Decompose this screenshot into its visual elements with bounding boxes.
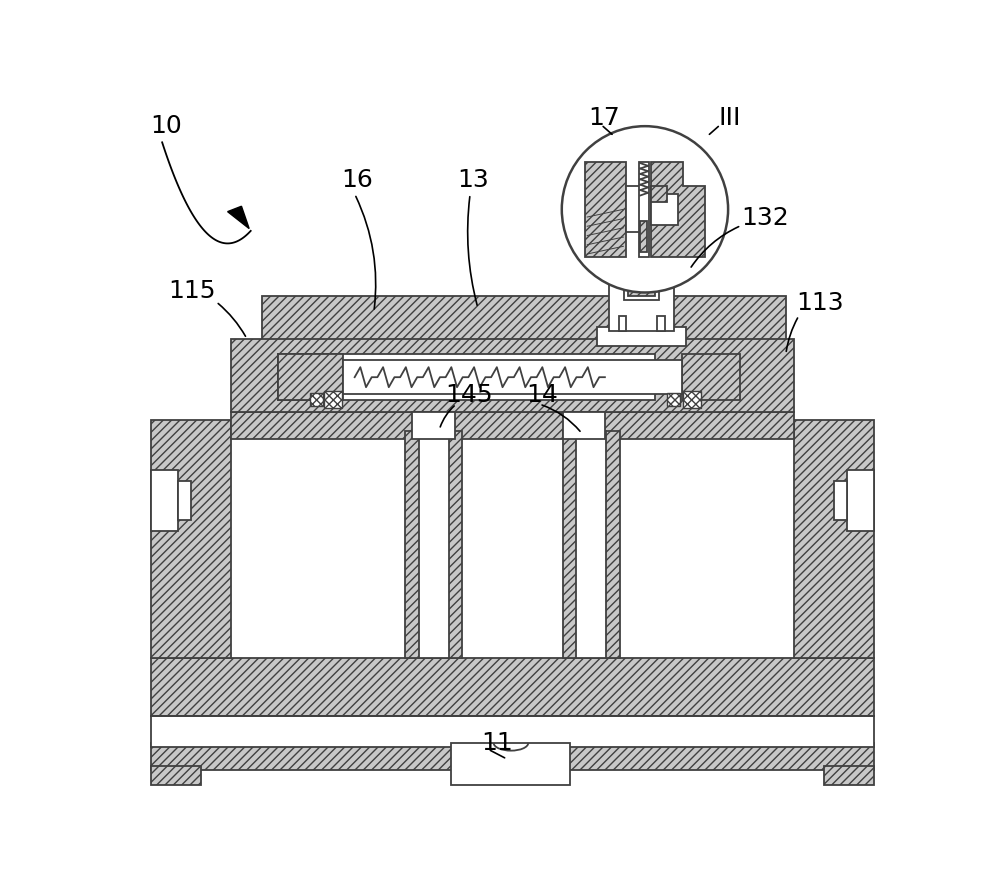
Bar xyxy=(597,327,686,347)
Bar xyxy=(151,766,201,785)
Polygon shape xyxy=(228,206,249,229)
Bar xyxy=(683,391,701,408)
Bar xyxy=(619,315,626,331)
Bar xyxy=(624,274,659,300)
Text: 14: 14 xyxy=(526,383,558,407)
Bar xyxy=(682,354,740,400)
Text: 145: 145 xyxy=(446,383,493,407)
Text: 113: 113 xyxy=(796,291,843,315)
Bar xyxy=(563,412,605,438)
Bar xyxy=(178,481,191,519)
Text: 16: 16 xyxy=(342,168,373,192)
Bar xyxy=(657,315,665,331)
Bar xyxy=(262,297,786,347)
Bar xyxy=(640,221,647,251)
Text: 13: 13 xyxy=(457,168,489,192)
Bar xyxy=(651,186,666,201)
Bar xyxy=(278,354,343,400)
Text: 115: 115 xyxy=(168,279,216,303)
Bar xyxy=(151,743,874,770)
Bar xyxy=(576,431,606,658)
Bar xyxy=(628,277,655,297)
Bar xyxy=(231,339,794,412)
Bar xyxy=(639,161,649,257)
Bar xyxy=(563,431,620,658)
Text: 10: 10 xyxy=(151,114,182,138)
Bar xyxy=(451,743,570,785)
Polygon shape xyxy=(585,161,626,257)
Polygon shape xyxy=(651,161,705,257)
Bar xyxy=(405,431,462,658)
Bar xyxy=(151,470,178,531)
Bar xyxy=(324,391,342,408)
Text: III: III xyxy=(719,106,741,129)
Circle shape xyxy=(562,127,728,292)
Bar xyxy=(310,393,323,405)
Bar xyxy=(626,186,640,233)
Bar xyxy=(794,420,874,658)
Bar xyxy=(666,393,680,405)
Bar xyxy=(609,274,674,331)
Bar xyxy=(419,431,449,658)
Bar xyxy=(834,481,847,519)
Text: 11: 11 xyxy=(482,731,513,755)
Bar xyxy=(151,658,874,716)
Bar xyxy=(151,716,874,747)
Text: 132: 132 xyxy=(741,207,789,231)
Bar xyxy=(151,420,231,658)
Bar xyxy=(343,360,682,394)
Bar xyxy=(278,354,655,400)
Bar xyxy=(824,766,874,785)
Bar xyxy=(616,274,666,315)
Bar xyxy=(651,194,678,225)
Bar xyxy=(412,412,455,438)
Bar xyxy=(231,412,794,438)
Bar xyxy=(847,470,874,531)
Text: 17: 17 xyxy=(588,106,620,129)
